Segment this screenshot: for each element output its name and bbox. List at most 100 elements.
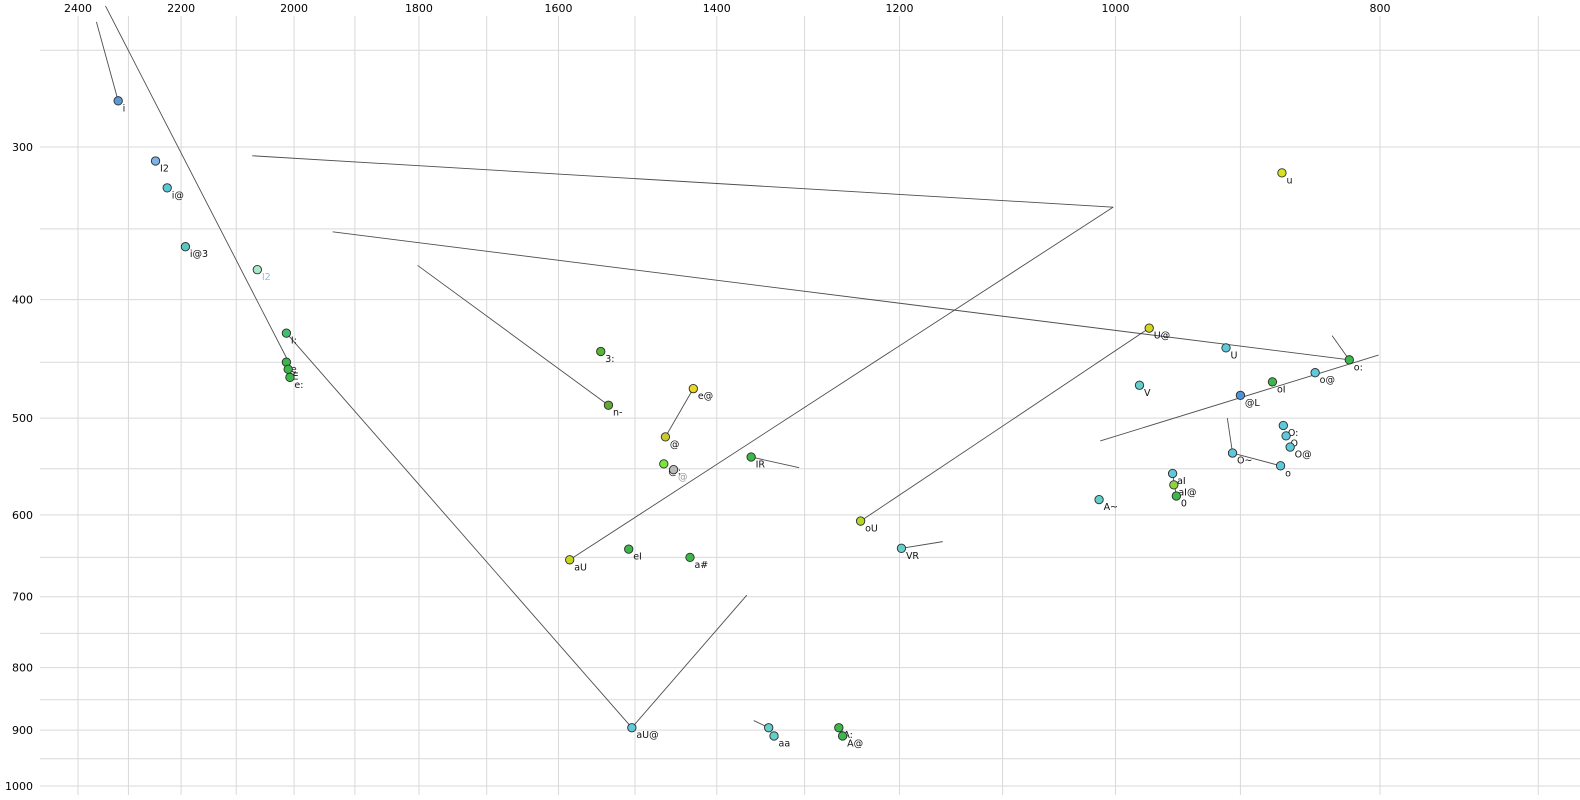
point-label: e	[291, 365, 297, 376]
x-axis-tick-label: 1800	[405, 2, 433, 15]
data-point	[1221, 343, 1231, 353]
data-point	[624, 544, 634, 554]
point-label: U@	[1154, 331, 1170, 342]
data-point	[113, 96, 123, 106]
data-point	[855, 516, 866, 526]
point-label: aa	[779, 738, 791, 749]
trajectory-line	[569, 206, 1114, 561]
point-label: e:	[294, 380, 303, 391]
point-label: IR	[756, 459, 766, 470]
data-point	[150, 156, 161, 166]
data-point	[565, 555, 575, 565]
data-point	[1277, 168, 1287, 178]
trajectory-line	[332, 231, 1350, 361]
data-point	[769, 731, 779, 741]
trajectory-line	[901, 541, 943, 549]
data-point	[660, 432, 671, 442]
data-point	[837, 731, 848, 741]
point-label: VR	[906, 551, 919, 562]
data-point	[603, 400, 614, 410]
trajectory-line	[751, 456, 800, 469]
x-axis-tick-label: 2000	[280, 2, 308, 15]
point-label: o:	[1354, 362, 1363, 373]
data-point	[1310, 368, 1320, 378]
y-axis-tick-label: 300	[12, 141, 33, 154]
point-label: eI	[633, 552, 642, 563]
point-label: A:	[843, 730, 853, 741]
trajectory-line	[95, 21, 119, 101]
x-axis-tick-label: 2400	[64, 2, 92, 15]
trajectory-line	[417, 265, 609, 406]
data-point	[285, 372, 295, 382]
data-point	[627, 723, 637, 733]
data-point	[596, 346, 606, 357]
data-point	[283, 364, 293, 374]
point-label: aI@	[1178, 487, 1196, 498]
trajectory-line	[1232, 452, 1281, 467]
point-label: i	[123, 103, 126, 114]
data-point	[162, 183, 172, 193]
point-label: I2	[262, 272, 271, 283]
trajectory-line	[665, 388, 694, 438]
x-axis-tick-label: 1400	[703, 2, 731, 15]
data-point	[668, 465, 679, 475]
point-label: I:	[291, 336, 297, 347]
point-label: o	[1285, 468, 1291, 479]
point-label: @L	[1245, 398, 1261, 409]
trajectory-line	[252, 155, 1114, 208]
point-label: aU	[574, 562, 587, 573]
point-label: n-	[613, 408, 622, 419]
y-axis-tick-label: 700	[12, 591, 33, 604]
data-point	[281, 328, 292, 338]
data-point	[180, 242, 191, 252]
x-axis-tick-label: 2200	[167, 2, 195, 15]
data-point	[834, 723, 844, 733]
y-axis-tick-label: 900	[12, 724, 33, 737]
x-axis-tick-label: 1600	[545, 2, 573, 15]
y-axis-tick-label: 400	[12, 294, 33, 307]
y-axis-tick-label: 800	[12, 662, 33, 675]
point-label: V	[1144, 388, 1151, 399]
x-axis-tick-label: 1000	[1102, 2, 1130, 15]
point-label: O@	[1295, 450, 1312, 461]
point-label: e@	[698, 391, 713, 402]
point-label: a#	[694, 560, 708, 571]
trajectory-line	[105, 5, 290, 364]
data-point	[896, 543, 907, 553]
data-point	[1285, 442, 1295, 452]
point-label: 0	[1181, 498, 1187, 509]
x-axis-tick-label: 1200	[885, 2, 913, 15]
point-label: I2	[160, 163, 169, 174]
data-point	[1278, 420, 1288, 431]
data-point	[685, 552, 695, 563]
point-label: U	[1231, 350, 1238, 361]
trajectory-line	[1331, 335, 1350, 361]
point-label: E	[293, 372, 299, 383]
point-label: aU@	[636, 730, 658, 741]
y-axis-tick-label: 1000	[5, 780, 33, 793]
data-point	[1267, 377, 1278, 387]
y-axis-tick-label: 500	[12, 412, 33, 425]
point-label: i@	[172, 190, 184, 201]
point-label: oU	[865, 524, 878, 535]
data-point	[746, 452, 756, 462]
data-point	[1134, 380, 1145, 390]
point-label: @	[670, 439, 680, 450]
data-point	[764, 723, 774, 733]
trajectory-line	[860, 327, 1150, 522]
point-label: aI	[1177, 476, 1186, 487]
point-label: A@	[847, 738, 863, 749]
data-point	[1281, 431, 1291, 441]
point-label: o@	[1320, 375, 1335, 386]
point-label: O~	[1237, 456, 1252, 467]
point-label: O	[1291, 438, 1298, 449]
data-point	[252, 265, 262, 275]
data-point	[1235, 390, 1246, 400]
data-point	[688, 384, 698, 394]
trajectory-line	[631, 594, 748, 729]
data-point	[1275, 461, 1286, 471]
y-axis-tick-label: 600	[12, 509, 33, 522]
data-point	[1344, 355, 1354, 365]
point-label: A~	[1104, 502, 1118, 513]
